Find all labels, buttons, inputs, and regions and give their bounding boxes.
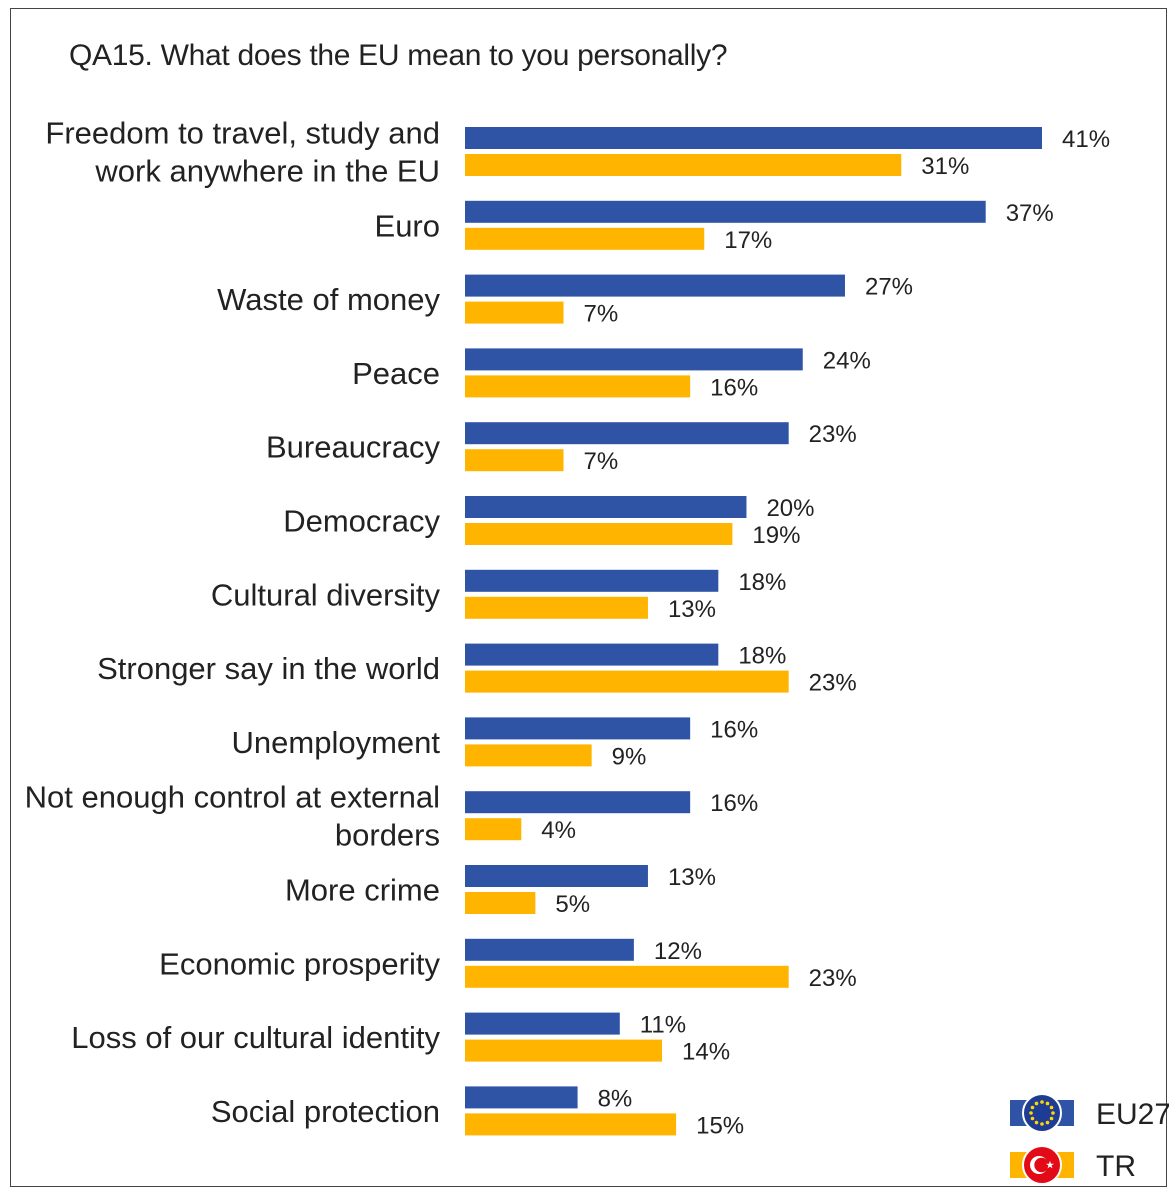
value-label-eu27-9: 16% [710, 716, 758, 743]
value-label-tr-11: 5% [555, 891, 590, 918]
eu-flag-star [1034, 1120, 1039, 1125]
bar-eu27-8 [465, 643, 719, 666]
eu-flag-star [1029, 1111, 1033, 1115]
bar-eu27-10 [465, 791, 691, 814]
bar-eu27-14 [465, 1086, 578, 1109]
value-label-eu27-4: 24% [823, 347, 871, 374]
bar-tr-12 [465, 965, 789, 988]
bar-tr-14 [465, 1113, 677, 1136]
bar-tr-13 [465, 1039, 663, 1062]
value-label-eu27-3: 27% [865, 274, 913, 301]
eu-flag-star [1049, 1116, 1054, 1121]
bar-tr-5 [465, 449, 564, 472]
bar-eu27-1 [465, 127, 1042, 149]
value-label-eu27-2: 37% [1006, 200, 1054, 227]
value-label-tr-9: 9% [612, 743, 647, 770]
bar-tr-3 [465, 301, 564, 324]
value-label-tr-3: 7% [584, 301, 619, 328]
bar-eu27-2 [465, 200, 986, 223]
value-label-tr-12: 23% [809, 965, 857, 992]
value-label-tr-1: 31% [921, 153, 969, 180]
category-label-1: Freedom to travel, study and work anywher… [45, 116, 440, 189]
category-label-9: Unemployment [232, 725, 441, 760]
eu-flag-star [1045, 1120, 1050, 1125]
category-label-10: Not enough control at external borders [25, 780, 440, 853]
bar-eu27-6 [465, 496, 747, 518]
eu-flag-star [1051, 1111, 1055, 1115]
value-label-eu27-11: 13% [668, 864, 716, 891]
chart-title: QA15. What does the EU mean to you perso… [69, 39, 728, 72]
bar-tr-8 [465, 670, 789, 693]
value-label-eu27-6: 20% [766, 495, 814, 522]
category-label-2: Euro [375, 208, 440, 243]
value-label-tr-13: 14% [682, 1039, 730, 1066]
bar-eu27-9 [465, 717, 691, 740]
category-label-14: Social protection [211, 1094, 440, 1129]
value-label-eu27-5: 23% [809, 421, 857, 448]
value-label-eu27-14: 8% [598, 1085, 633, 1112]
value-label-tr-2: 17% [724, 227, 772, 254]
turkey-star [1046, 1160, 1054, 1169]
eu-flag-star [1034, 1101, 1039, 1106]
value-label-tr-7: 13% [668, 596, 716, 623]
value-label-eu27-8: 18% [738, 643, 786, 670]
bar-tr-2 [465, 227, 705, 250]
category-label-4: Peace [352, 356, 440, 391]
value-label-eu27-10: 16% [710, 790, 758, 817]
value-label-eu27-7: 18% [738, 569, 786, 596]
value-label-tr-4: 16% [710, 374, 758, 401]
eu-flag-star [1030, 1116, 1035, 1121]
bar-tr-6 [465, 523, 733, 545]
eu-flag-star [1049, 1105, 1054, 1110]
bar-tr-10 [465, 818, 522, 841]
legend-label-tr: TR [1096, 1150, 1136, 1183]
category-label-8: Stronger say in the world [97, 651, 440, 686]
bar-eu27-11 [465, 865, 648, 887]
category-label-13: Loss of our cultural identity [71, 1020, 440, 1055]
value-label-eu27-1: 41% [1062, 126, 1110, 153]
category-label-3: Waste of money [217, 282, 440, 317]
bar-eu27-3 [465, 274, 845, 297]
value-label-eu27-13: 11% [640, 1012, 686, 1039]
value-label-tr-14: 15% [696, 1112, 744, 1139]
eu-flag-star [1045, 1101, 1050, 1106]
value-label-tr-5: 7% [584, 448, 619, 475]
bar-tr-7 [465, 596, 648, 619]
category-label-11: More crime [285, 873, 440, 908]
turkey-crescent-inner [1034, 1157, 1049, 1173]
value-label-tr-8: 23% [809, 670, 857, 697]
category-label-6: Democracy [283, 504, 440, 539]
bar-eu27-5 [465, 422, 789, 445]
eu-flag-star [1030, 1105, 1035, 1110]
bar-tr-4 [465, 375, 691, 398]
bar-tr-1 [465, 154, 902, 176]
category-label-12: Economic prosperity [159, 946, 440, 981]
eu-flag-icon [1022, 1093, 1062, 1133]
value-label-tr-10: 4% [541, 817, 576, 844]
category-label-7: Cultural diversity [211, 577, 441, 612]
legend-label-eu27: EU27 [1096, 1098, 1169, 1131]
bar-eu27-7 [465, 569, 719, 592]
value-label-eu27-12: 12% [654, 938, 702, 965]
bar-tr-11 [465, 892, 536, 914]
eu-flag-star [1040, 1122, 1044, 1126]
category-label-5: Bureaucracy [266, 430, 441, 465]
bar-eu27-12 [465, 938, 634, 961]
bar-eu27-4 [465, 348, 803, 371]
bar-eu27-13 [465, 1012, 620, 1035]
bar-tr-9 [465, 744, 592, 767]
value-label-tr-6: 19% [752, 522, 800, 549]
eu-flag-star [1040, 1100, 1044, 1104]
